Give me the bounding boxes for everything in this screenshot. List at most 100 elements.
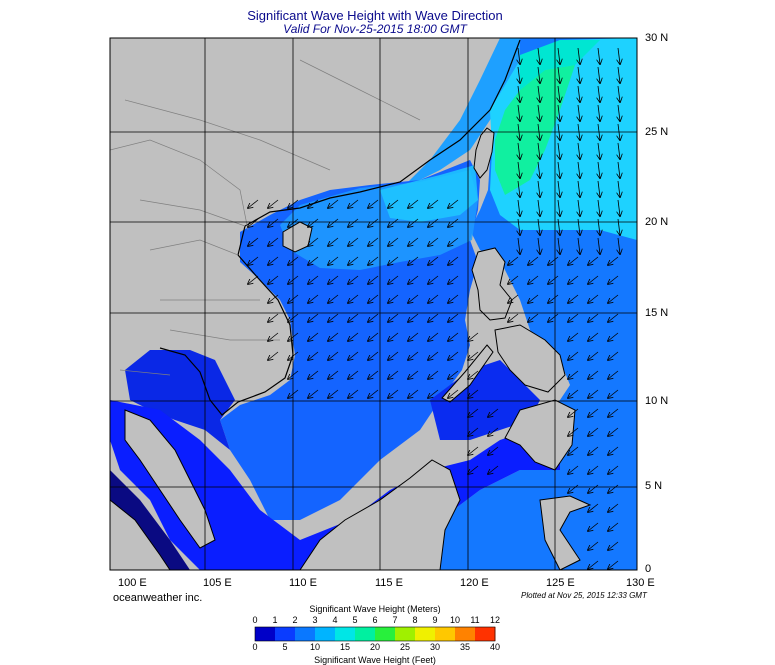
direction-arrow xyxy=(408,199,419,208)
direction-arrow xyxy=(558,142,560,159)
direction-arrow xyxy=(308,389,319,398)
colorbar-tick-feet: 35 xyxy=(459,642,470,652)
colorbar-tick-feet: 0 xyxy=(252,642,258,652)
direction-arrow xyxy=(448,370,459,379)
lon-label-105: 105 E xyxy=(203,577,232,589)
colorbar-tick-meters: 6 xyxy=(372,615,378,625)
direction-arrow xyxy=(508,294,519,303)
direction-arrow xyxy=(348,218,359,227)
direction-arrow xyxy=(428,237,439,246)
direction-arrow xyxy=(308,256,319,265)
direction-arrow xyxy=(328,370,339,379)
direction-arrow xyxy=(388,294,399,303)
direction-arrow xyxy=(288,294,299,303)
direction-arrow xyxy=(308,370,319,379)
colorbar-swatch xyxy=(375,627,396,641)
direction-arrow xyxy=(388,256,399,265)
colorbar-frame xyxy=(254,626,496,642)
direction-arrow xyxy=(308,294,319,303)
direction-arrow xyxy=(348,256,359,265)
direction-arrow xyxy=(618,237,620,254)
direction-arrow xyxy=(618,161,620,178)
direction-arrow xyxy=(518,85,520,102)
colorbar-swatch xyxy=(335,627,356,641)
direction-arrow xyxy=(568,294,579,303)
colorbar-tick-meters: 1 xyxy=(272,615,278,625)
direction-arrow xyxy=(508,313,519,322)
direction-arrow xyxy=(598,199,600,216)
direction-arrow xyxy=(578,161,580,178)
colorbar-swatch xyxy=(295,627,316,641)
direction-arrow xyxy=(548,275,559,284)
direction-arrow xyxy=(608,313,619,322)
colorbar-tick-meters: 7 xyxy=(392,615,398,625)
direction-arrow xyxy=(428,294,439,303)
colorbar-tick-meters: 5 xyxy=(352,615,358,625)
direction-arrow xyxy=(568,389,579,398)
direction-arrow xyxy=(308,313,319,322)
direction-arrow xyxy=(328,389,339,398)
direction-arrow xyxy=(608,560,619,569)
direction-arrow xyxy=(268,332,279,341)
direction-arrow xyxy=(308,351,319,360)
direction-arrow xyxy=(368,351,379,360)
direction-arrow xyxy=(608,370,619,379)
direction-arrow xyxy=(598,47,600,64)
direction-arrow xyxy=(528,313,539,322)
lon-label-110: 110 E xyxy=(289,577,317,589)
direction-arrow xyxy=(328,218,339,227)
direction-arrow xyxy=(568,351,579,360)
direction-arrow xyxy=(568,275,579,284)
colorbar-swatch xyxy=(435,627,456,641)
direction-arrow xyxy=(308,237,319,246)
direction-arrow xyxy=(388,351,399,360)
direction-arrow xyxy=(518,161,520,178)
direction-arrow xyxy=(428,256,439,265)
direction-arrow xyxy=(608,256,619,265)
direction-arrow xyxy=(408,389,419,398)
direction-arrow xyxy=(578,180,580,197)
island-taiwan xyxy=(473,127,495,179)
direction-arrow xyxy=(348,389,359,398)
direction-arrow xyxy=(468,465,479,474)
direction-arrow xyxy=(608,427,619,436)
direction-arrow xyxy=(558,199,560,216)
direction-arrow xyxy=(388,218,399,227)
direction-arrow xyxy=(268,256,279,265)
direction-arrow xyxy=(448,313,459,322)
direction-arrow xyxy=(348,199,359,208)
direction-arrow xyxy=(518,180,520,197)
direction-arrow xyxy=(268,351,279,360)
direction-arrow xyxy=(368,237,379,246)
direction-arrow xyxy=(618,66,620,83)
direction-arrow xyxy=(568,427,579,436)
direction-arrow xyxy=(428,351,439,360)
direction-arrow xyxy=(598,218,600,235)
direction-arrow xyxy=(368,199,379,208)
direction-arrow xyxy=(448,389,459,398)
direction-arrow xyxy=(248,199,259,208)
lat-label-0: 0 xyxy=(645,563,652,575)
direction-arrow xyxy=(368,332,379,341)
direction-arrow xyxy=(508,256,519,265)
island-visayas xyxy=(494,324,566,393)
colorbar-tick-meters: 11 xyxy=(470,615,480,625)
direction-arrow xyxy=(388,199,399,208)
direction-arrow xyxy=(598,104,600,121)
direction-arrow xyxy=(608,484,619,493)
direction-arrow xyxy=(588,503,599,512)
direction-arrow xyxy=(348,237,359,246)
direction-arrow xyxy=(558,218,560,235)
direction-arrow xyxy=(588,370,599,379)
direction-arrow xyxy=(518,237,520,254)
direction-arrow xyxy=(388,237,399,246)
direction-arrow xyxy=(618,218,620,235)
direction-arrow xyxy=(308,218,319,227)
ocean-gulf-of-thailand xyxy=(125,350,235,450)
direction-arrow xyxy=(538,199,540,216)
colorbar-tick-meters: 3 xyxy=(312,615,318,625)
direction-arrow xyxy=(538,66,540,83)
ocean-southern-seas xyxy=(110,400,560,570)
direction-arrow xyxy=(288,389,299,398)
direction-arrow xyxy=(578,104,580,121)
